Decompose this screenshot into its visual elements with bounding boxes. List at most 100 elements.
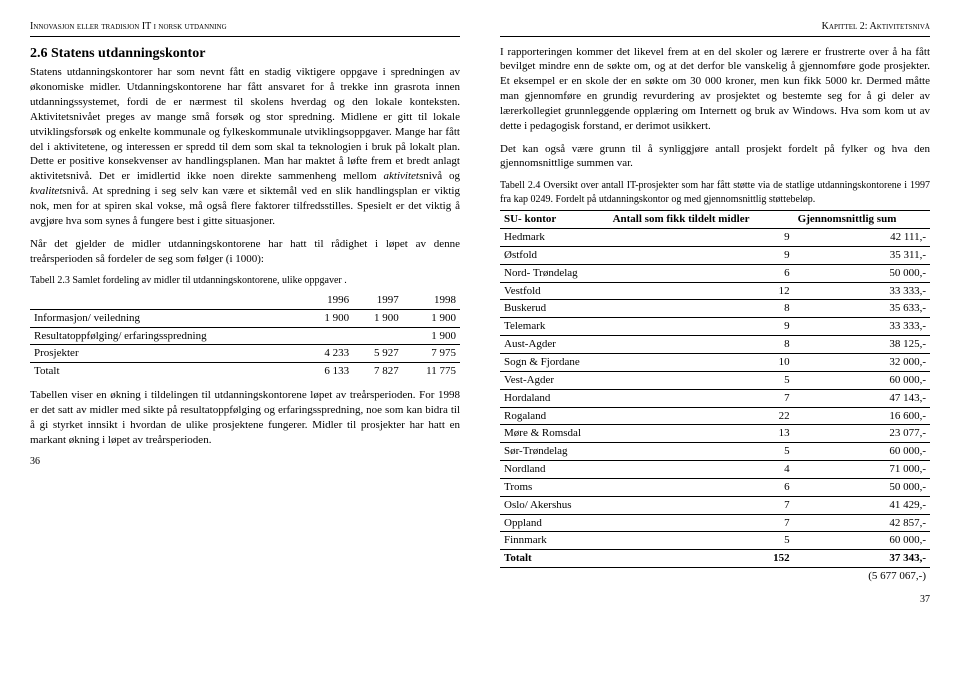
section-heading: 2.6 Statens utdanningskontor — [30, 45, 460, 64]
table-cell — [304, 327, 354, 345]
table-cell: Oppland — [500, 514, 609, 532]
table-cell: 60 000,- — [794, 371, 930, 389]
table-row: Finnmark560 000,- — [500, 532, 930, 550]
table-cell: 42 111,- — [794, 229, 930, 247]
table-cell: Prosjekter — [30, 345, 304, 363]
running-header-left: Innovasjon eller tradisjon IT i norsk ut… — [30, 20, 460, 37]
table-cell: Finnmark — [500, 532, 609, 550]
table-row: Nordland471 000,- — [500, 461, 930, 479]
table-cell: Oslo/ Akershus — [500, 496, 609, 514]
table-cell: Nordland — [500, 461, 609, 479]
table-cell: 60 000,- — [794, 532, 930, 550]
table-header: SU- kontor — [500, 211, 609, 229]
table-cell: Informasjon/ veiledning — [30, 309, 304, 327]
table-cell: Sør-Trøndelag — [500, 443, 609, 461]
paragraph: Det kan også være grunn til å synliggjør… — [500, 142, 930, 172]
table-header: Gjennomsnittlig sum — [794, 211, 930, 229]
table-cell — [500, 568, 609, 585]
paragraph: Tabellen viser en økning i tildelingen t… — [30, 388, 460, 447]
table-cell: 71 000,- — [794, 461, 930, 479]
table-row: Buskerud835 633,- — [500, 300, 930, 318]
table-cell: 11 775 — [403, 363, 460, 380]
table-cell: 16 600,- — [794, 407, 930, 425]
table-cell: 7 — [609, 496, 794, 514]
table-cell: 35 311,- — [794, 246, 930, 264]
table-cell: 9 — [609, 246, 794, 264]
table-row: Rogaland2216 600,- — [500, 407, 930, 425]
table-cell: Sogn & Fjordane — [500, 354, 609, 372]
table-cell: 7 827 — [353, 363, 403, 380]
table-row: Østfold935 311,- — [500, 246, 930, 264]
table-row: Nord- Trøndelag650 000,- — [500, 264, 930, 282]
table-cell: 35 633,- — [794, 300, 930, 318]
table-cell: Nord- Trøndelag — [500, 264, 609, 282]
table-cell: Hedmark — [500, 229, 609, 247]
paragraph: Statens utdanningskontorer har som nevnt… — [30, 65, 460, 228]
table-cell: 9 — [609, 318, 794, 336]
table-cell: 4 233 — [304, 345, 354, 363]
table-cell: 1 900 — [403, 327, 460, 345]
table-cell: Hordaland — [500, 389, 609, 407]
table-cell: 42 857,- — [794, 514, 930, 532]
table-cell: 1 900 — [403, 309, 460, 327]
table-cell: 12 — [609, 282, 794, 300]
table-2-3: 1996 1997 1998 Informasjon/ veiledning 1… — [30, 292, 460, 380]
table-cell — [353, 327, 403, 345]
table-row: Hordaland747 143,- — [500, 389, 930, 407]
table-caption: Tabell 2.4 Oversikt over antall IT-prosj… — [500, 179, 930, 206]
table-cell: 33 333,- — [794, 318, 930, 336]
table-cell: 1 900 — [353, 309, 403, 327]
table-row: Vestfold1233 333,- — [500, 282, 930, 300]
table-cell: Telemark — [500, 318, 609, 336]
table-cell: Vestfold — [500, 282, 609, 300]
table-cell — [30, 292, 304, 309]
table-row: Oslo/ Akershus741 429,- — [500, 496, 930, 514]
table-2-4: SU- kontor Antall som fikk tildelt midle… — [500, 210, 930, 585]
left-column: Innovasjon eller tradisjon IT i norsk ut… — [30, 20, 460, 606]
page-number: 37 — [500, 593, 930, 607]
table-cell: 1998 — [403, 292, 460, 309]
right-column: Kapittel 2: Aktivitetsnivå I rapporterin… — [500, 20, 930, 606]
table-cell: Aust-Agder — [500, 336, 609, 354]
table-cell: 9 — [609, 229, 794, 247]
table-cell: 6 — [609, 478, 794, 496]
table-cell: 5 — [609, 443, 794, 461]
table-cell: 50 000,- — [794, 478, 930, 496]
table-cell: 1 900 — [304, 309, 354, 327]
table-cell: 13 — [609, 425, 794, 443]
table-header: Antall som fikk tildelt midler — [609, 211, 794, 229]
table-cell: 50 000,- — [794, 264, 930, 282]
table-cell: 1996 — [304, 292, 354, 309]
table-cell: 1997 — [353, 292, 403, 309]
table-cell: Østfold — [500, 246, 609, 264]
table-cell: 5 927 — [353, 345, 403, 363]
table-cell: 5 — [609, 371, 794, 389]
table-cell: Rogaland — [500, 407, 609, 425]
table-cell: 33 333,- — [794, 282, 930, 300]
table-cell: 7 975 — [403, 345, 460, 363]
table-cell: Vest-Agder — [500, 371, 609, 389]
table-cell: 60 000,- — [794, 443, 930, 461]
table-cell: 23 077,- — [794, 425, 930, 443]
table-row: Sogn & Fjordane1032 000,- — [500, 354, 930, 372]
table-cell: 8 — [609, 336, 794, 354]
table-caption: Tabell 2.3 Samlet fordeling av midler ti… — [30, 274, 460, 288]
paragraph: I rapporteringen kommer det likevel frem… — [500, 45, 930, 134]
table-row: Aust-Agder838 125,- — [500, 336, 930, 354]
table-cell: 5 — [609, 532, 794, 550]
table-cell: 37 343,- — [794, 550, 930, 568]
table-row: Sør-Trøndelag560 000,- — [500, 443, 930, 461]
table-cell: 7 — [609, 389, 794, 407]
table-row: Møre & Romsdal1323 077,- — [500, 425, 930, 443]
table-cell: 7 — [609, 514, 794, 532]
table-cell: 47 143,- — [794, 389, 930, 407]
table-cell: 41 429,- — [794, 496, 930, 514]
table-cell: 6 133 — [304, 363, 354, 380]
table-cell: 38 125,- — [794, 336, 930, 354]
table-cell: Møre & Romsdal — [500, 425, 609, 443]
table-cell: Buskerud — [500, 300, 609, 318]
table-cell: 22 — [609, 407, 794, 425]
running-header-right: Kapittel 2: Aktivitetsnivå — [500, 20, 930, 37]
table-row: Hedmark942 111,- — [500, 229, 930, 247]
table-cell: 32 000,- — [794, 354, 930, 372]
